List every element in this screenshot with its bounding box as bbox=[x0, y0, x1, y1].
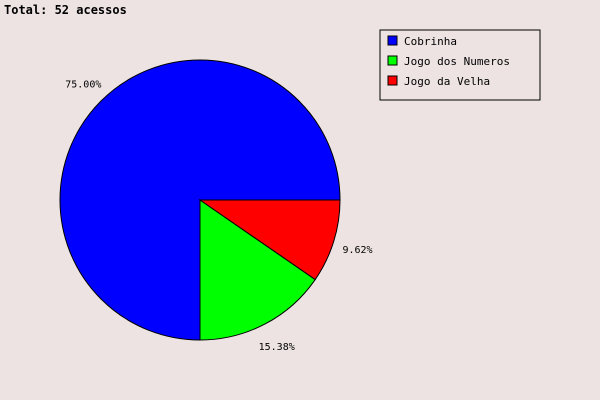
legend: Cobrinha Jogo dos Numeros Jogo da Velha bbox=[379, 29, 541, 101]
legend-items: Cobrinha Jogo dos Numeros Jogo da Velha bbox=[387, 35, 510, 88]
pie-slice-label-jogo-da-velha: 9.62% bbox=[342, 245, 372, 256]
legend-box bbox=[379, 29, 541, 101]
legend-swatch-cobrinha bbox=[387, 35, 398, 46]
legend-label-jogo-da-velha: Jogo da Velha bbox=[404, 75, 490, 88]
pie-slice-label-cobrinha: 75.00% bbox=[65, 79, 101, 90]
pie-slice-label-jogo-dos-numeros: 15.38% bbox=[259, 342, 295, 353]
pie-slice-jogo-dos-numeros bbox=[199, 199, 316, 341]
pie-slices bbox=[59, 59, 341, 341]
pie-slice-labels: 75.00% 15.38% 9.62% bbox=[65, 79, 372, 353]
legend-label-jogo-dos-numeros: Jogo dos Numeros bbox=[404, 55, 510, 68]
legend-swatch-jogo-dos-numeros bbox=[387, 55, 398, 66]
chart-title: Total: 52 acessos bbox=[4, 3, 127, 17]
legend-label-cobrinha: Cobrinha bbox=[404, 35, 457, 48]
pie-slice-jogo-da-velha bbox=[198, 199, 341, 281]
legend-swatch-jogo-da-velha bbox=[387, 75, 398, 86]
pie-slice-cobrinha bbox=[59, 59, 341, 341]
